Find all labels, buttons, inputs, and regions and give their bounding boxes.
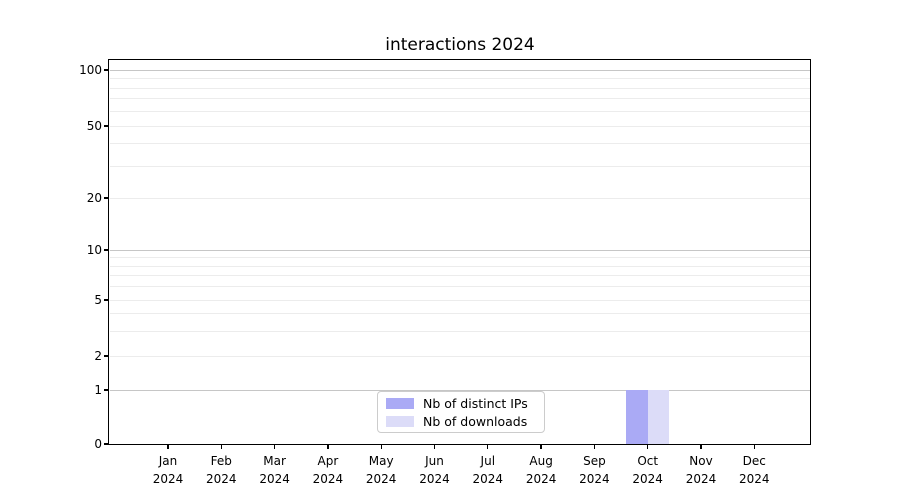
minor-gridline [110, 110, 810, 112]
x-tick-label: Sep 2024 [564, 452, 624, 488]
major-gridline [110, 389, 810, 391]
x-tick-label: Dec 2024 [724, 452, 784, 488]
x-tick-mark [753, 444, 755, 449]
x-tick-year: 2024 [685, 472, 717, 486]
minor-gridline [110, 257, 810, 259]
legend-label: Nb of distinct IPs [423, 395, 528, 411]
legend-swatch-icon [386, 397, 414, 409]
x-tick-mark [327, 444, 329, 449]
x-tick-year: 2024 [206, 472, 237, 486]
x-tick-month: Nov [689, 454, 713, 468]
x-tick-month: Feb [210, 454, 232, 468]
minor-gridline [110, 143, 810, 145]
x-tick-label: Jan 2024 [138, 452, 198, 488]
x-tick-mark [647, 444, 649, 449]
x-tick-month: May [368, 454, 394, 468]
major-gridline [110, 69, 810, 71]
x-tick-month: Sep [583, 454, 606, 468]
x-tick-label: May 2024 [351, 452, 411, 488]
y-tick-mark [104, 443, 109, 445]
x-tick-mark [593, 444, 596, 449]
legend: Nb of distinct IPs Nb of downloads [377, 391, 545, 433]
x-tick-label: Apr 2024 [298, 452, 358, 488]
x-tick-year: 2024 [472, 472, 504, 486]
bar-nb-of-downloads [647, 390, 669, 444]
x-tick-month: Dec [742, 454, 766, 468]
minor-gridline [110, 125, 810, 127]
plot-area [110, 61, 810, 444]
y-tick-label: 20 [86, 191, 102, 205]
x-tick-month: Apr [317, 454, 339, 468]
minor-gridline [110, 165, 810, 167]
minor-gridline [110, 286, 810, 288]
y-tick-label: 100 [79, 63, 102, 77]
x-tick-label: Oct 2024 [618, 452, 678, 488]
x-tick-label: Jul 2024 [458, 452, 518, 488]
x-tick-year: 2024 [579, 472, 610, 486]
legend-entry: Nb of downloads [386, 414, 544, 429]
y-tick-label: 1 [94, 383, 102, 397]
x-tick-month: Jun [425, 454, 444, 468]
x-tick-mark [433, 444, 436, 449]
chart-title: interactions 2024 [385, 35, 535, 55]
x-tick-month: Mar [263, 454, 286, 468]
x-tick-month: Aug [529, 454, 553, 468]
legend-swatch-icon [386, 415, 414, 427]
major-gridline [110, 249, 810, 251]
x-tick-year: 2024 [739, 472, 770, 486]
x-tick-mark [220, 444, 222, 449]
y-tick-label: 10 [86, 243, 102, 257]
minor-gridline [110, 78, 810, 79]
y-tick-mark [104, 389, 109, 391]
x-tick-mark [700, 444, 702, 449]
y-tick-mark [104, 299, 109, 301]
minor-gridline [110, 275, 810, 277]
x-tick-year: 2024 [259, 472, 290, 486]
x-tick-mark [273, 444, 276, 449]
x-tick-mark [487, 444, 489, 449]
minor-gridline [110, 265, 810, 267]
x-tick-label: Jun 2024 [405, 452, 465, 488]
y-tick-mark [104, 197, 109, 199]
y-tick-mark [104, 355, 109, 357]
x-tick-mark [380, 444, 382, 449]
x-tick-month: Jul [480, 454, 496, 468]
x-tick-year: 2024 [419, 472, 450, 486]
x-tick-label: Aug 2024 [511, 452, 571, 488]
bar-nb-of-distinct-ips [626, 390, 648, 444]
x-tick-year: 2024 [525, 472, 557, 486]
minor-gridline [110, 355, 810, 357]
legend-label: Nb of downloads [423, 413, 528, 429]
x-tick-mark [540, 444, 542, 449]
x-tick-year: 2024 [312, 472, 344, 486]
y-tick-label: 0 [94, 437, 102, 451]
x-tick-month: Jan [158, 454, 178, 468]
y-tick-mark [104, 69, 109, 71]
y-tick-mark [104, 125, 109, 127]
x-tick-year: 2024 [365, 472, 397, 486]
minor-gridline [110, 299, 810, 301]
y-tick-label: 2 [94, 349, 102, 363]
x-tick-month: Oct [637, 454, 659, 468]
minor-gridline [110, 313, 810, 315]
minor-gridline [110, 87, 810, 89]
minor-gridline [110, 330, 810, 332]
x-tick-label: Nov 2024 [671, 452, 731, 488]
x-tick-year: 2024 [152, 472, 184, 486]
y-tick-label: 50 [86, 119, 102, 133]
x-tick-label: Mar 2024 [245, 452, 305, 488]
x-tick-year: 2024 [632, 472, 663, 486]
x-tick-mark [167, 444, 169, 449]
minor-gridline [110, 197, 810, 199]
minor-gridline [110, 98, 810, 100]
x-tick-label: Feb 2024 [191, 452, 251, 488]
y-tick-label: 5 [94, 293, 102, 307]
legend-entry: Nb of distinct IPs [386, 396, 544, 411]
y-tick-mark [104, 249, 109, 251]
